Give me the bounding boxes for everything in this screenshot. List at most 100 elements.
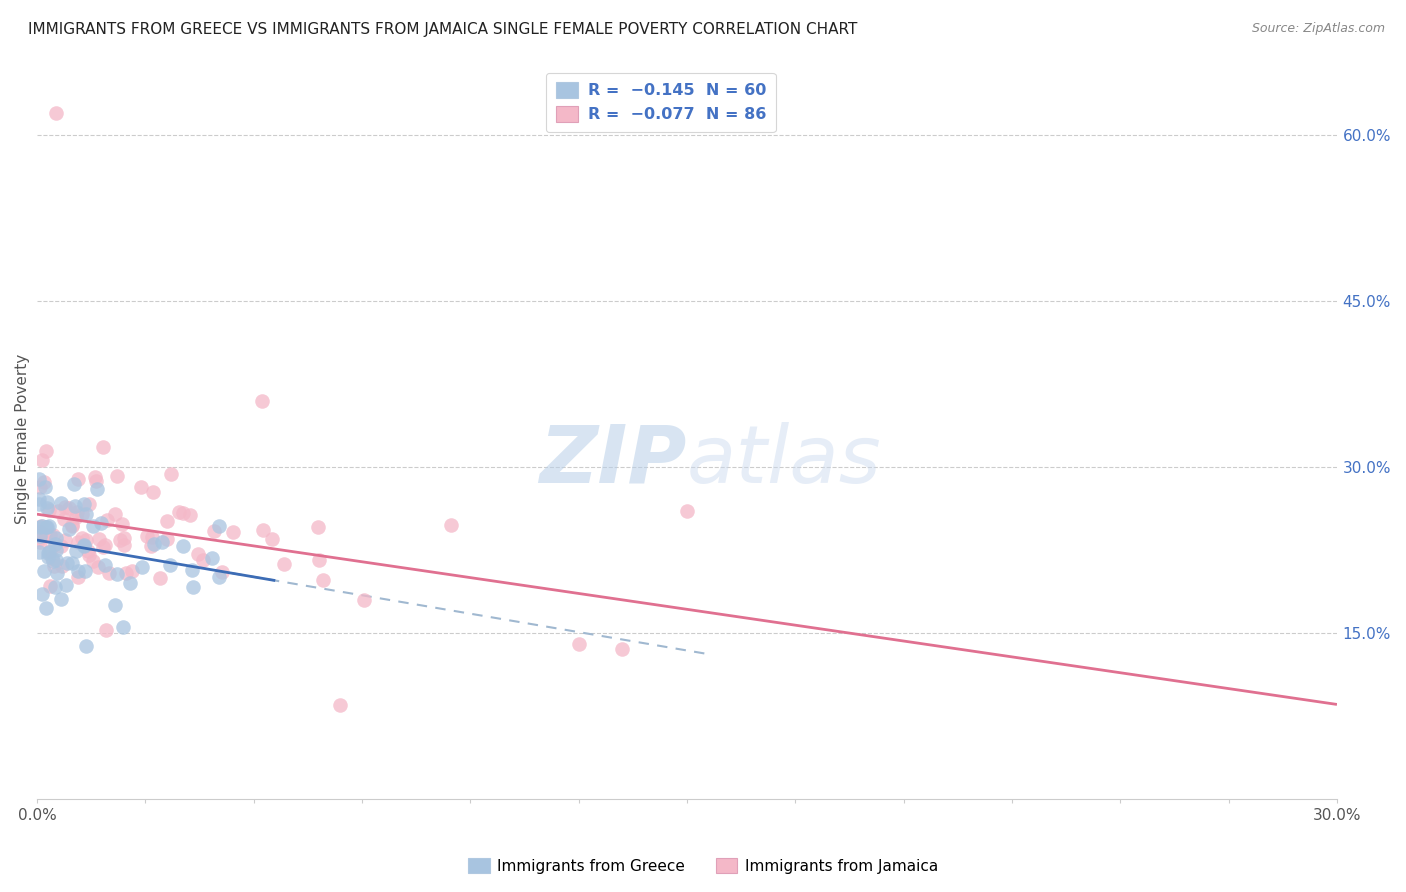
Point — [41, 551, 63, 566]
Point — [159, 558, 181, 572]
Point — [96, 513, 118, 527]
Point — [149, 571, 172, 585]
Point — [30, 534, 52, 549]
Point — [221, 525, 243, 540]
Text: Source: ZipAtlas.com: Source: ZipAtlas.com — [1251, 22, 1385, 36]
Point — [45, 553, 67, 567]
Point — [65, 510, 87, 524]
Point — [32, 564, 55, 578]
Point — [111, 620, 134, 634]
Point — [39, 528, 62, 542]
Point — [58, 522, 80, 536]
Point — [150, 535, 173, 549]
Point — [32, 475, 55, 489]
Point — [60, 519, 83, 533]
Point — [201, 550, 224, 565]
Point — [172, 506, 194, 520]
Point — [63, 500, 86, 514]
Point — [51, 558, 73, 573]
Point — [44, 537, 66, 551]
Point — [91, 540, 114, 554]
Point — [98, 566, 121, 581]
Point — [105, 567, 128, 582]
Point — [28, 545, 51, 559]
Point — [75, 640, 97, 654]
Point — [79, 497, 101, 511]
Point — [82, 554, 104, 568]
Point — [35, 601, 58, 615]
Point — [28, 472, 51, 486]
Point — [28, 532, 51, 546]
Point — [273, 558, 295, 572]
Point — [45, 542, 67, 557]
Point — [49, 496, 72, 510]
Point — [31, 452, 53, 467]
Point — [112, 531, 135, 545]
Point — [63, 477, 86, 491]
Point — [75, 507, 97, 521]
Point — [28, 519, 51, 533]
Point — [38, 503, 60, 517]
Point — [172, 539, 194, 553]
Point — [67, 564, 90, 578]
Point — [115, 566, 138, 580]
Point — [187, 547, 209, 561]
Point — [108, 533, 131, 547]
Legend: R =  −0.145  N = 60, R =  −0.077  N = 86: R = −0.145 N = 60, R = −0.077 N = 86 — [546, 72, 776, 132]
Point — [353, 593, 375, 607]
Point — [38, 519, 60, 533]
Point — [30, 529, 52, 543]
Point — [46, 504, 69, 518]
Point — [55, 578, 77, 592]
Point — [156, 532, 179, 546]
Point — [610, 642, 633, 657]
Point — [53, 500, 76, 514]
Point — [208, 519, 231, 533]
Point — [142, 485, 165, 500]
Point — [77, 544, 100, 558]
Point — [37, 549, 59, 564]
Point — [28, 497, 51, 511]
Point — [73, 564, 96, 578]
Point — [77, 548, 100, 562]
Point — [143, 537, 166, 551]
Point — [42, 527, 65, 541]
Point — [94, 558, 117, 573]
Point — [35, 501, 58, 516]
Point — [112, 538, 135, 552]
Point — [121, 564, 143, 578]
Point — [51, 592, 73, 607]
Point — [44, 581, 66, 595]
Point — [129, 480, 152, 494]
Point — [62, 556, 84, 570]
Point — [180, 563, 202, 577]
Point — [37, 546, 59, 560]
Point — [93, 538, 115, 552]
Point — [53, 533, 76, 548]
Point — [45, 106, 67, 120]
Point — [202, 524, 225, 539]
Point — [139, 539, 162, 553]
Point — [41, 554, 63, 568]
Point — [84, 474, 107, 488]
Point — [30, 480, 52, 494]
Point — [311, 573, 333, 587]
Point — [308, 553, 330, 567]
Legend: Immigrants from Greece, Immigrants from Jamaica: Immigrants from Greece, Immigrants from … — [463, 852, 943, 880]
Point — [70, 507, 93, 521]
Point — [37, 495, 59, 509]
Point — [84, 469, 107, 483]
Point — [51, 539, 73, 553]
Point — [34, 480, 56, 494]
Point — [75, 533, 97, 547]
Point — [307, 519, 329, 533]
Point — [31, 587, 53, 601]
Point — [183, 580, 205, 594]
Point — [179, 508, 201, 523]
Point — [35, 528, 58, 542]
Point — [38, 545, 60, 559]
Y-axis label: Single Female Poverty: Single Female Poverty — [15, 354, 30, 524]
Point — [118, 576, 141, 591]
Point — [70, 531, 93, 545]
Point — [207, 570, 229, 584]
